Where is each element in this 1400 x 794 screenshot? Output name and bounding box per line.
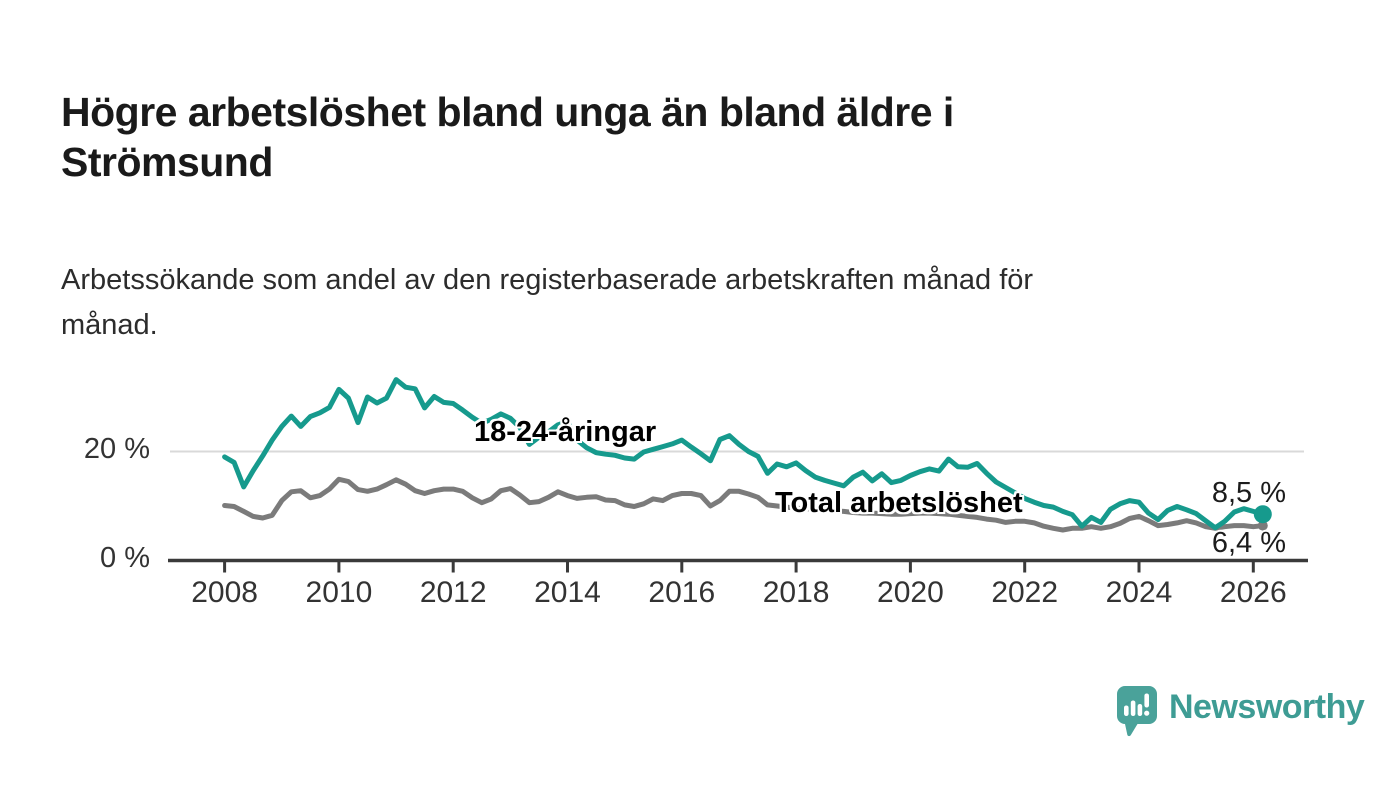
- x-tick-label: 2008: [191, 576, 258, 609]
- title-line-2: Strömsund: [61, 139, 273, 186]
- series-end-dot-total: [1257, 520, 1268, 531]
- x-tick-label: 2026: [1219, 576, 1287, 609]
- subtitle-line-1: Arbetssökande som andel av den registerb…: [61, 264, 1034, 296]
- series-label-total-unemployment: Total arbetslöshet: [775, 487, 1023, 519]
- newsworthy-logo: Newsworthy: [1116, 685, 1365, 738]
- y-tick-label: 20 %: [83, 432, 150, 465]
- end-value-label-total: 6,4 %: [1211, 527, 1286, 559]
- x-tick-label: 2018: [762, 576, 830, 609]
- page-title: Högre arbetslöshet bland unga än bland ä…: [61, 87, 1221, 187]
- x-tick-label: 2022: [991, 576, 1059, 609]
- x-axis-tick-marks: [223, 560, 1255, 573]
- newsworthy-logo-text: Newsworthy: [1169, 688, 1365, 726]
- x-tick-label: 2010: [305, 576, 373, 609]
- newsworthy-speech-bubble-bar-chart-icon: [1117, 686, 1157, 737]
- x-tick-label: 2024: [1105, 576, 1173, 609]
- series-line-total-unemployment: [222, 476, 1266, 533]
- series-label-youth-18-24: 18-24-åringar: [474, 416, 657, 448]
- x-tick-label: 2020: [877, 576, 944, 609]
- x-tick-label: 2016: [648, 576, 716, 609]
- title-line-1: Högre arbetslöshet bland unga än bland ä…: [61, 89, 954, 136]
- end-value-label-youth: 8,5 %: [1211, 477, 1286, 509]
- x-tick-label: 2014: [534, 576, 601, 609]
- chart-subtitle: Arbetssökande som andel av den registerb…: [61, 258, 1291, 348]
- x-tick-label: 2012: [419, 576, 487, 609]
- y-tick-label: 0 %: [100, 541, 150, 574]
- series-line-youth-18-24: [222, 377, 1266, 531]
- series-end-dot-youth: [1253, 505, 1272, 524]
- subtitle-line-2: månad.: [61, 308, 158, 341]
